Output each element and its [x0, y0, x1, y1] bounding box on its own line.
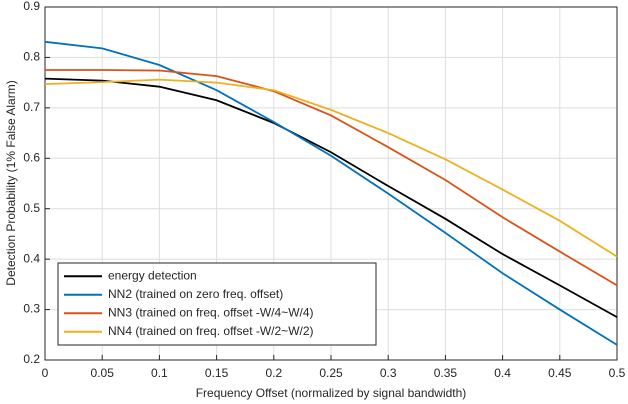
x-tick-label: 0.25	[319, 366, 343, 380]
y-tick-label: 0.3	[23, 302, 40, 316]
legend-label: NN2 (trained on zero freq. offset)	[108, 287, 283, 301]
axes-frame	[44, 6, 618, 361]
x-tick-label: 0.1	[151, 366, 168, 380]
legend-box	[57, 262, 377, 346]
x-axis-label: Frequency Offset (normalized by signal b…	[196, 386, 467, 400]
data-line	[45, 69, 618, 287]
legend-label: NN4 (trained on freq. offset -W/2~W/2)	[108, 324, 314, 338]
y-tick-label: 0.7	[23, 100, 40, 114]
x-tick-label: 0.15	[205, 366, 229, 380]
x-tick-label: 0.45	[548, 366, 572, 380]
y-tick-label: 0.2	[23, 352, 40, 366]
y-tick-label: 0.6	[23, 150, 40, 164]
y-tick-label: 0.5	[23, 201, 40, 215]
data-line	[44, 78, 618, 258]
data-line	[44, 77, 618, 318]
x-tick-label: 0	[42, 366, 49, 380]
legend: energy detection NN2 (trained on zero fre…	[57, 262, 377, 346]
legend-label: energy detection	[108, 268, 197, 282]
y-axis-label: Detection Probability (1% False Alarm)	[4, 80, 18, 285]
y-tick-label: 0.9	[23, 0, 40, 13]
x-tick-label: 0.4	[494, 366, 511, 380]
x-tick-label: 0.05	[91, 366, 115, 380]
y-tick-label: 0.8	[23, 50, 40, 64]
legend-label: NN3 (trained on freq. offset -W/4~W/4)	[108, 305, 314, 319]
x-tick-label: 0.2	[265, 366, 282, 380]
x-tick-label: 0.35	[434, 366, 458, 380]
x-tick-label: 0.3	[380, 366, 397, 380]
data-line	[44, 40, 618, 346]
x-tick-label: 0.5	[609, 366, 626, 380]
y-tick-label: 0.4	[23, 251, 40, 265]
